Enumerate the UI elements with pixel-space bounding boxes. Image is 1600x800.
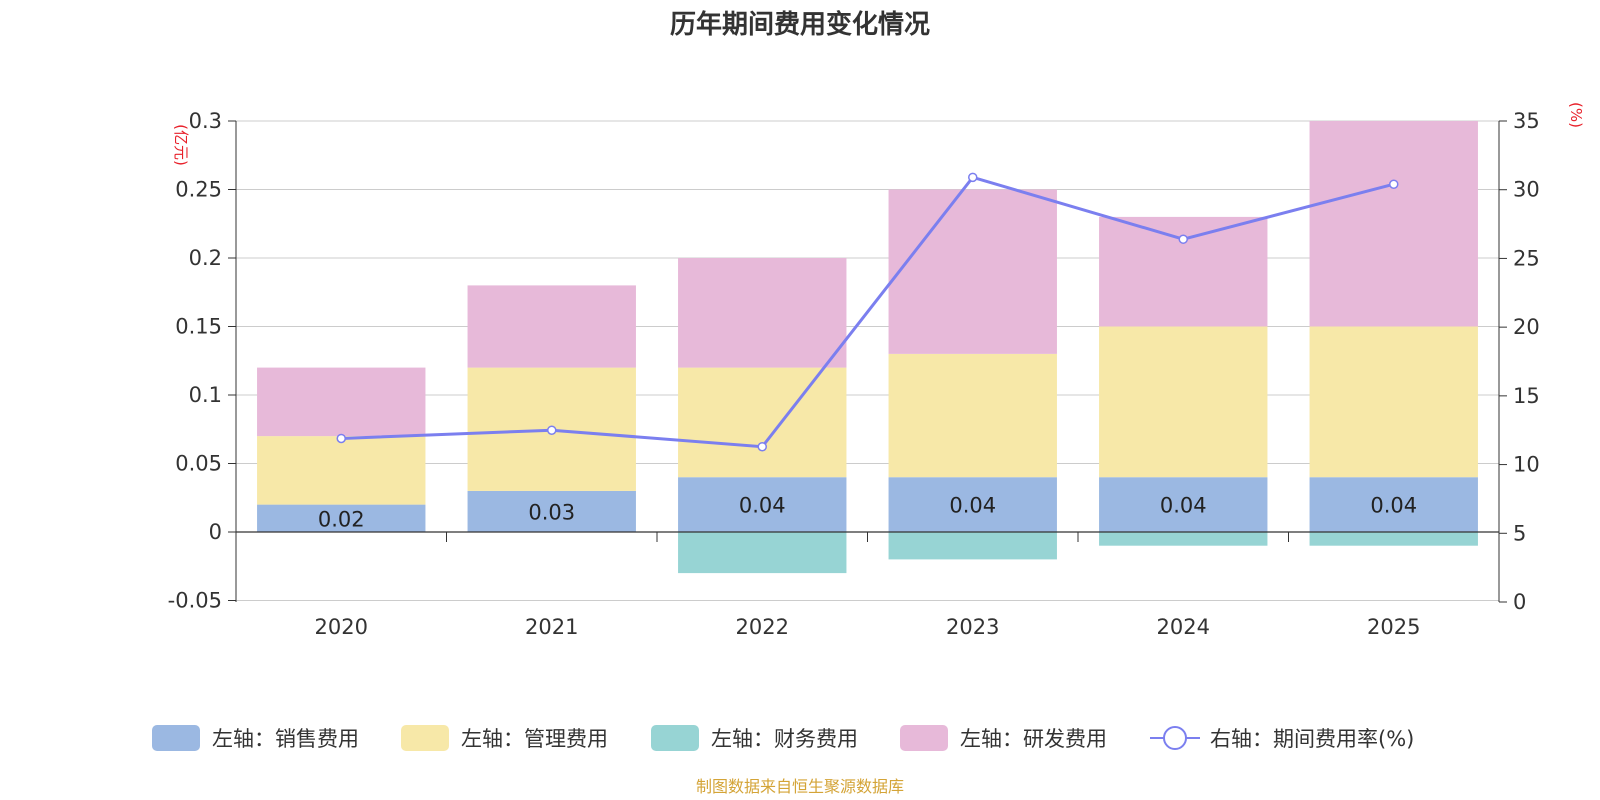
bar <box>888 189 1057 354</box>
bar <box>678 532 847 574</box>
chart-title: 历年期间费用变化情况 <box>670 9 930 40</box>
left-tick-label: 0.3 <box>189 109 222 133</box>
rate-line-path <box>341 175 1395 449</box>
bar <box>257 504 426 532</box>
category-label: 2021 <box>525 615 578 639</box>
data-label: 0.04 <box>739 494 786 518</box>
left-axis-unit: (亿元) <box>172 124 190 166</box>
bar <box>888 353 1057 478</box>
bar <box>678 258 847 368</box>
left-tick-label: 0.2 <box>189 246 222 270</box>
rate-point <box>1178 234 1188 244</box>
data-label: 0.04 <box>949 494 996 518</box>
right-tick-label: 0 <box>1513 590 1526 614</box>
category-label: 2020 <box>315 615 368 639</box>
bar <box>1099 477 1268 532</box>
gridlines <box>236 120 1499 601</box>
bar <box>1309 532 1478 546</box>
right-tick-label: 35 <box>1513 109 1540 133</box>
left-tick-label: 0.1 <box>189 383 222 407</box>
bar <box>1099 216 1268 327</box>
left-tick-label: 0.05 <box>175 452 222 476</box>
legend-label: 右轴：期间费用率(%) <box>1210 727 1414 751</box>
source-note: 制图数据来自恒生聚源数据库 <box>696 777 904 796</box>
bar <box>257 367 426 437</box>
bars <box>257 121 1478 574</box>
category-label: 2024 <box>1157 615 1210 639</box>
left-tick-label: -0.05 <box>168 589 222 613</box>
legend-swatch <box>152 725 200 751</box>
right-tick-label: 15 <box>1513 384 1540 408</box>
bar <box>888 477 1057 532</box>
data-labels: 0.02 0.03 0.04 0.04 0.04 0.04 <box>318 494 1417 532</box>
data-label: 0.02 <box>318 507 365 531</box>
legend: 左轴：销售费用 左轴：管理费用 左轴：财务费用 左轴：研发费用 右轴：期间费用率(%) <box>152 725 1414 751</box>
legend-swatch <box>401 725 449 751</box>
right-axis-unit: (%) <box>1567 102 1585 128</box>
bar <box>1309 121 1478 327</box>
legend-label: 左轴：管理费用 <box>461 727 608 751</box>
left-tick-label: 0 <box>209 520 222 544</box>
rate-point <box>1389 179 1399 189</box>
data-label: 0.04 <box>1160 494 1207 518</box>
rate-point <box>757 441 767 452</box>
bar <box>678 477 847 532</box>
bar <box>467 285 636 368</box>
legend-label: 左轴：研发费用 <box>960 727 1107 751</box>
bar <box>888 532 1057 560</box>
bar <box>1309 326 1478 478</box>
rate-line <box>336 172 1399 452</box>
axes: -0.0500.050.10.150.20.250.30510152025303… <box>168 109 1540 639</box>
left-tick-label: 0.25 <box>175 178 222 202</box>
rate-point <box>336 433 346 444</box>
bar <box>1099 532 1268 546</box>
legend-label: 左轴：财务费用 <box>711 727 858 751</box>
category-label: 2025 <box>1367 615 1420 639</box>
bar <box>1099 326 1268 478</box>
legend-label: 左轴：销售费用 <box>212 727 359 751</box>
right-tick-label: 30 <box>1513 178 1540 202</box>
rate-point <box>968 172 978 183</box>
legend-marker <box>1163 726 1187 750</box>
category-label: 2022 <box>736 615 789 639</box>
bar <box>678 367 847 478</box>
right-tick-label: 25 <box>1513 246 1540 270</box>
data-label: 0.03 <box>528 500 575 524</box>
bar <box>467 490 636 532</box>
legend-swatch <box>651 725 699 751</box>
data-label: 0.04 <box>1370 494 1417 518</box>
legend-swatch <box>900 725 948 751</box>
left-tick-label: 0.15 <box>175 315 222 339</box>
right-tick-label: 20 <box>1513 315 1540 339</box>
bar <box>257 436 426 505</box>
right-tick-label: 5 <box>1513 521 1526 545</box>
rate-point <box>547 425 557 435</box>
category-label: 2023 <box>946 615 999 639</box>
right-tick-label: 10 <box>1513 453 1540 477</box>
bar <box>1309 477 1478 532</box>
